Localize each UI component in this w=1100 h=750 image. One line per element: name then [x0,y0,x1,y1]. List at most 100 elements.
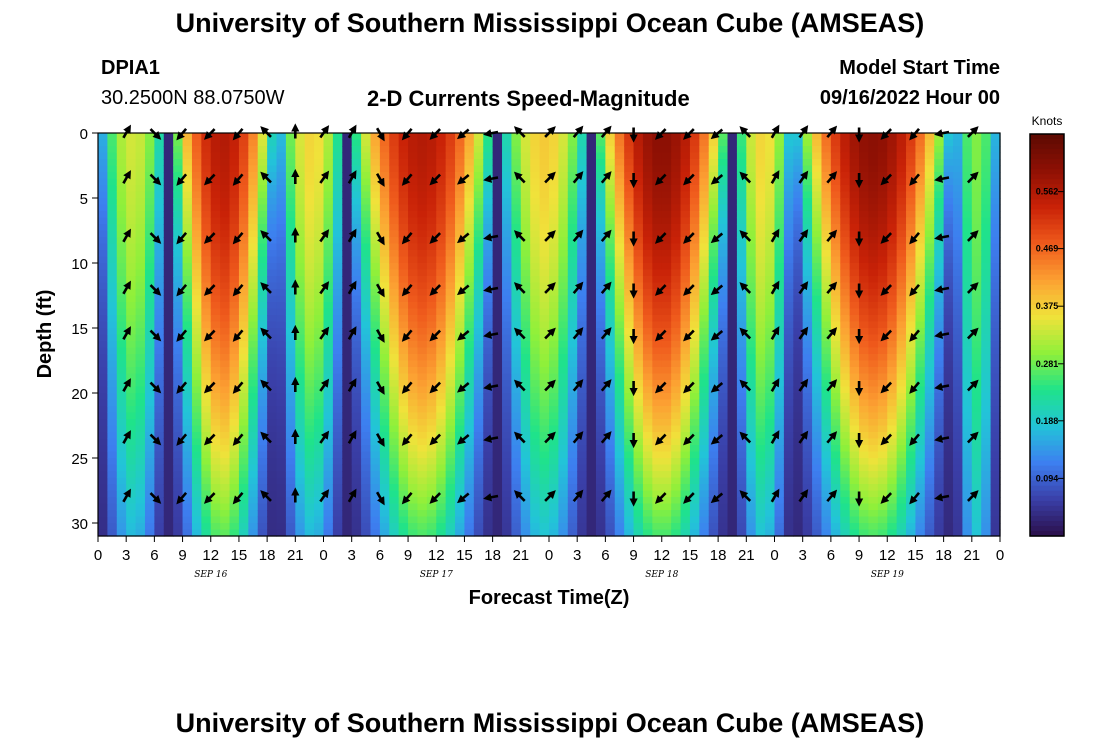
heat-cell [577,458,588,466]
heat-cell [276,139,287,147]
heat-cell [755,529,766,537]
heat-cell [351,224,362,232]
heat-cell [323,373,334,381]
heat-cell [426,510,437,518]
heat-cell [558,185,569,193]
heat-cell [520,133,531,141]
heat-cell [370,412,381,420]
heat-cell [314,328,325,336]
heat-cell [727,295,738,303]
heat-cell [502,243,513,251]
heat-cell [689,380,700,388]
heat-cell [295,471,306,479]
heat-cell [511,191,522,199]
heat-cell [812,152,823,160]
heat-cell [558,295,569,303]
heat-cell [840,503,851,511]
heat-cell [210,256,221,264]
heat-cell [257,334,268,342]
heat-cell [295,334,306,342]
heat-cell [408,217,419,225]
heat-cell [633,464,644,472]
heat-cell [455,328,466,336]
heat-cell [304,315,315,323]
heat-cell [718,412,729,420]
heat-cell [624,347,635,355]
heat-cell [473,295,484,303]
heat-cell [370,230,381,238]
heat-cell [812,367,823,375]
heat-cell [746,510,757,518]
heat-cell [116,321,127,329]
heat-cell [201,458,212,466]
heat-cell [379,412,390,420]
heat-cell [389,289,400,297]
heat-cell [342,308,353,316]
heat-cell [774,178,785,186]
heat-cell [577,159,588,167]
heat-cell [116,406,127,414]
heat-cell [614,477,625,485]
heat-cell [793,380,804,388]
heat-cell [220,302,231,310]
heat-cell [567,289,578,297]
heat-cell [511,334,522,342]
heat-cell [605,516,616,524]
heat-cell [144,347,155,355]
heat-cell [201,373,212,381]
heat-cell [595,484,606,492]
heat-cell [642,497,653,505]
heat-cell [342,204,353,212]
heat-cell [586,516,597,524]
heat-cell [821,146,832,154]
heat-cell [445,185,456,193]
heat-cell [276,282,287,290]
heat-cell [689,269,700,277]
heat-cell [699,464,710,472]
heat-cell [595,503,606,511]
heat-cell [379,185,390,193]
heat-cell [116,178,127,186]
heat-cell [849,295,860,303]
heat-cell [558,399,569,407]
heat-cell [567,516,578,524]
heat-cell [586,308,597,316]
heat-cell [567,373,578,381]
heat-cell [642,198,653,206]
heat-cell [755,419,766,427]
heat-cell [605,295,616,303]
heat-cell [558,204,569,212]
heat-cell [455,165,466,173]
heat-cell [191,516,202,524]
heat-cell [342,302,353,310]
heat-cell [586,386,597,394]
heat-cell [849,198,860,206]
heat-cell [436,237,447,245]
heat-cell [342,490,353,498]
heat-cell [464,217,475,225]
heat-cell [201,224,212,232]
heat-cell [718,516,729,524]
heat-cell [633,399,644,407]
heat-cell [342,419,353,427]
heat-cell [379,243,390,251]
heat-cell [511,354,522,362]
heat-cell [624,458,635,466]
heat-cell [492,477,503,485]
heat-cell [539,458,550,466]
heat-cell [840,328,851,336]
heat-cell [549,451,559,459]
heat-cell [830,191,841,199]
heat-cell [135,204,146,212]
heat-cell [389,484,400,492]
heat-cell [802,341,813,349]
heat-cell [116,152,127,160]
heat-cell [220,256,231,264]
heat-cell [351,516,362,524]
heat-cell [539,406,550,414]
heat-cell [802,224,813,232]
heat-cell [605,419,616,427]
heat-cell [191,529,202,537]
heat-cell [257,497,268,505]
heat-cell [661,490,672,498]
